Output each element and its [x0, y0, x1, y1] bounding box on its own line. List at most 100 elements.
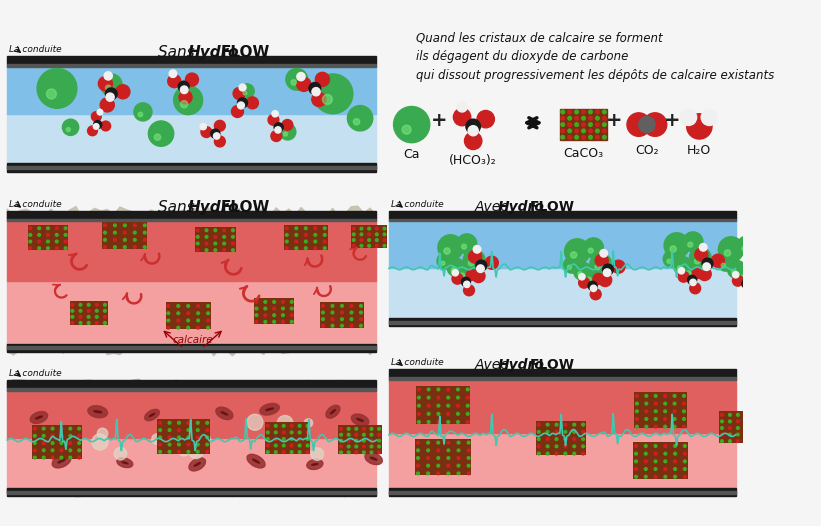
Circle shape	[114, 447, 126, 460]
Circle shape	[347, 451, 350, 454]
Circle shape	[664, 468, 667, 470]
Circle shape	[347, 106, 373, 131]
Bar	[633, 442, 687, 479]
Circle shape	[654, 418, 657, 420]
Circle shape	[721, 427, 723, 429]
Circle shape	[664, 426, 667, 428]
Circle shape	[664, 444, 667, 447]
Bar	[7, 164, 376, 171]
Circle shape	[461, 277, 470, 286]
Circle shape	[564, 445, 566, 448]
Circle shape	[144, 231, 146, 234]
Circle shape	[546, 452, 549, 455]
Circle shape	[197, 312, 200, 315]
Circle shape	[452, 270, 458, 276]
Circle shape	[196, 229, 199, 231]
Text: +: +	[606, 112, 622, 130]
Circle shape	[205, 229, 208, 231]
Circle shape	[286, 227, 288, 230]
Circle shape	[347, 428, 350, 430]
Circle shape	[167, 319, 170, 322]
Circle shape	[43, 449, 45, 452]
Circle shape	[561, 110, 565, 114]
Circle shape	[378, 433, 380, 436]
Circle shape	[674, 460, 677, 463]
Circle shape	[645, 426, 648, 428]
Circle shape	[78, 434, 80, 437]
Circle shape	[555, 452, 557, 455]
Circle shape	[187, 421, 190, 424]
Circle shape	[177, 305, 180, 307]
Circle shape	[101, 121, 111, 131]
Circle shape	[468, 260, 474, 266]
Circle shape	[347, 439, 350, 442]
Circle shape	[654, 426, 657, 428]
Circle shape	[692, 267, 704, 278]
Circle shape	[644, 468, 647, 470]
Circle shape	[456, 388, 459, 391]
Circle shape	[682, 402, 686, 405]
Circle shape	[418, 421, 420, 423]
Circle shape	[466, 404, 469, 407]
Polygon shape	[7, 343, 376, 356]
Text: CO₂: CO₂	[635, 144, 658, 157]
Circle shape	[582, 445, 585, 448]
Bar	[7, 64, 376, 114]
Circle shape	[555, 430, 557, 433]
Circle shape	[485, 256, 498, 269]
Circle shape	[744, 251, 765, 273]
Bar	[389, 321, 736, 323]
Circle shape	[55, 240, 58, 243]
Circle shape	[283, 132, 287, 136]
Circle shape	[264, 314, 267, 317]
Circle shape	[732, 275, 743, 286]
Bar	[320, 302, 364, 328]
Circle shape	[295, 234, 298, 236]
Circle shape	[635, 410, 638, 412]
Text: Avec: Avec	[475, 358, 513, 372]
Circle shape	[267, 444, 269, 447]
Circle shape	[427, 472, 429, 475]
Circle shape	[461, 244, 466, 249]
Bar	[7, 438, 376, 488]
Circle shape	[682, 418, 686, 420]
Circle shape	[635, 402, 638, 405]
Circle shape	[214, 249, 217, 251]
Ellipse shape	[266, 408, 273, 411]
Circle shape	[645, 402, 648, 405]
Circle shape	[457, 472, 460, 475]
Bar	[389, 432, 736, 488]
Circle shape	[588, 281, 597, 290]
Circle shape	[196, 443, 200, 446]
Text: FLOW: FLOW	[530, 358, 574, 372]
Ellipse shape	[365, 453, 383, 464]
Circle shape	[181, 86, 188, 94]
Circle shape	[322, 311, 324, 314]
Circle shape	[546, 430, 549, 433]
Circle shape	[756, 262, 767, 273]
Circle shape	[113, 224, 117, 227]
Circle shape	[437, 253, 453, 269]
Circle shape	[340, 445, 342, 448]
Text: +: +	[430, 112, 447, 130]
Circle shape	[582, 430, 585, 433]
Circle shape	[645, 394, 648, 397]
Circle shape	[314, 234, 317, 236]
Circle shape	[664, 410, 667, 412]
Circle shape	[595, 123, 599, 126]
Circle shape	[167, 326, 170, 329]
Bar	[7, 281, 376, 343]
Circle shape	[196, 249, 199, 251]
Circle shape	[187, 436, 190, 439]
Circle shape	[447, 457, 450, 459]
Circle shape	[207, 319, 209, 322]
Circle shape	[267, 451, 269, 453]
Circle shape	[196, 421, 200, 424]
Circle shape	[123, 246, 126, 248]
Circle shape	[582, 123, 585, 126]
Circle shape	[64, 240, 67, 243]
Polygon shape	[7, 488, 376, 497]
Circle shape	[274, 431, 277, 434]
Circle shape	[291, 431, 293, 434]
Circle shape	[582, 135, 585, 139]
